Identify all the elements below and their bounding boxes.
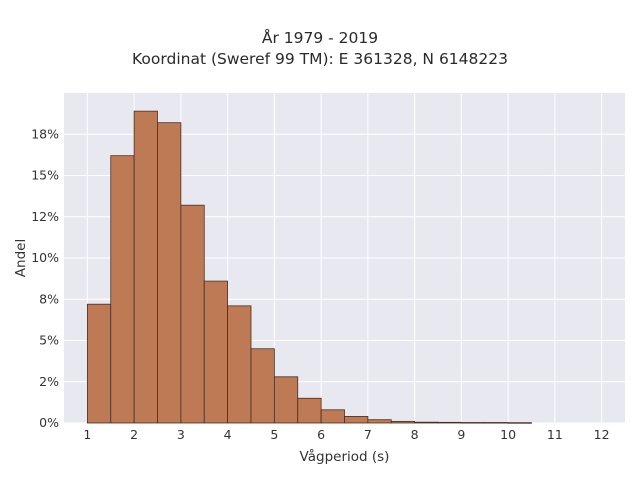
y-tick-label: 12%	[31, 209, 59, 224]
histogram-bar	[250, 348, 275, 424]
x-tick-labels: 1 2 3 4 5 6 7 8 9 10 11 12	[83, 427, 609, 442]
x-tick-label: 2	[130, 427, 138, 442]
histogram-bar	[110, 155, 135, 424]
x-tick-label: 6	[317, 427, 325, 442]
y-tick-label: 0%	[39, 415, 59, 430]
x-tick-label: 9	[457, 427, 465, 442]
y-tick-label: 2%	[39, 374, 59, 389]
y-tick-label: 15%	[31, 168, 59, 183]
histogram-bar	[157, 122, 182, 424]
x-tick-label: 11	[547, 427, 563, 442]
histogram-bar	[133, 110, 158, 424]
y-tick-label: 5%	[39, 333, 59, 348]
histogram-bar	[367, 419, 392, 424]
histogram-bar	[344, 415, 369, 424]
histogram-bar	[86, 303, 112, 424]
x-tick-label: 8	[411, 427, 419, 442]
x-tick-label: 10	[500, 427, 516, 442]
histogram-bar	[460, 422, 486, 424]
histogram-bar	[297, 397, 322, 424]
x-axis-label: Vågperiod (s)	[300, 448, 390, 465]
histogram-bar	[437, 421, 462, 424]
histogram-bar	[273, 376, 299, 424]
x-tick-label: 12	[594, 427, 610, 442]
x-tick-label: 7	[364, 427, 372, 442]
histogram-bar	[484, 422, 509, 424]
y-tick-label: 18%	[31, 126, 59, 141]
y-tick-label: 8%	[39, 291, 59, 306]
chart-subtitle: Koordinat (Sweref 99 TM): E 361328, N 61…	[132, 50, 508, 68]
y-tick-label: 10%	[31, 250, 59, 265]
x-tick-label: 1	[83, 427, 91, 442]
histogram-bar	[507, 422, 532, 424]
histogram-bar	[203, 280, 229, 424]
x-tick-label: 5	[270, 427, 278, 442]
x-tick-label: 4	[224, 427, 232, 442]
histogram-bar	[227, 305, 252, 424]
histogram-bar	[180, 204, 205, 424]
chart-title: År 1979 - 2019	[261, 29, 379, 47]
histogram-bar	[414, 421, 439, 424]
y-tick-labels: 0% 2% 5% 8% 10% 12% 15% 18%	[31, 126, 59, 430]
y-axis-label: Andel	[13, 239, 29, 277]
histogram-bar	[390, 420, 416, 424]
bars	[86, 110, 532, 424]
x-tick-label: 3	[177, 427, 185, 442]
histogram-bar	[320, 409, 345, 424]
